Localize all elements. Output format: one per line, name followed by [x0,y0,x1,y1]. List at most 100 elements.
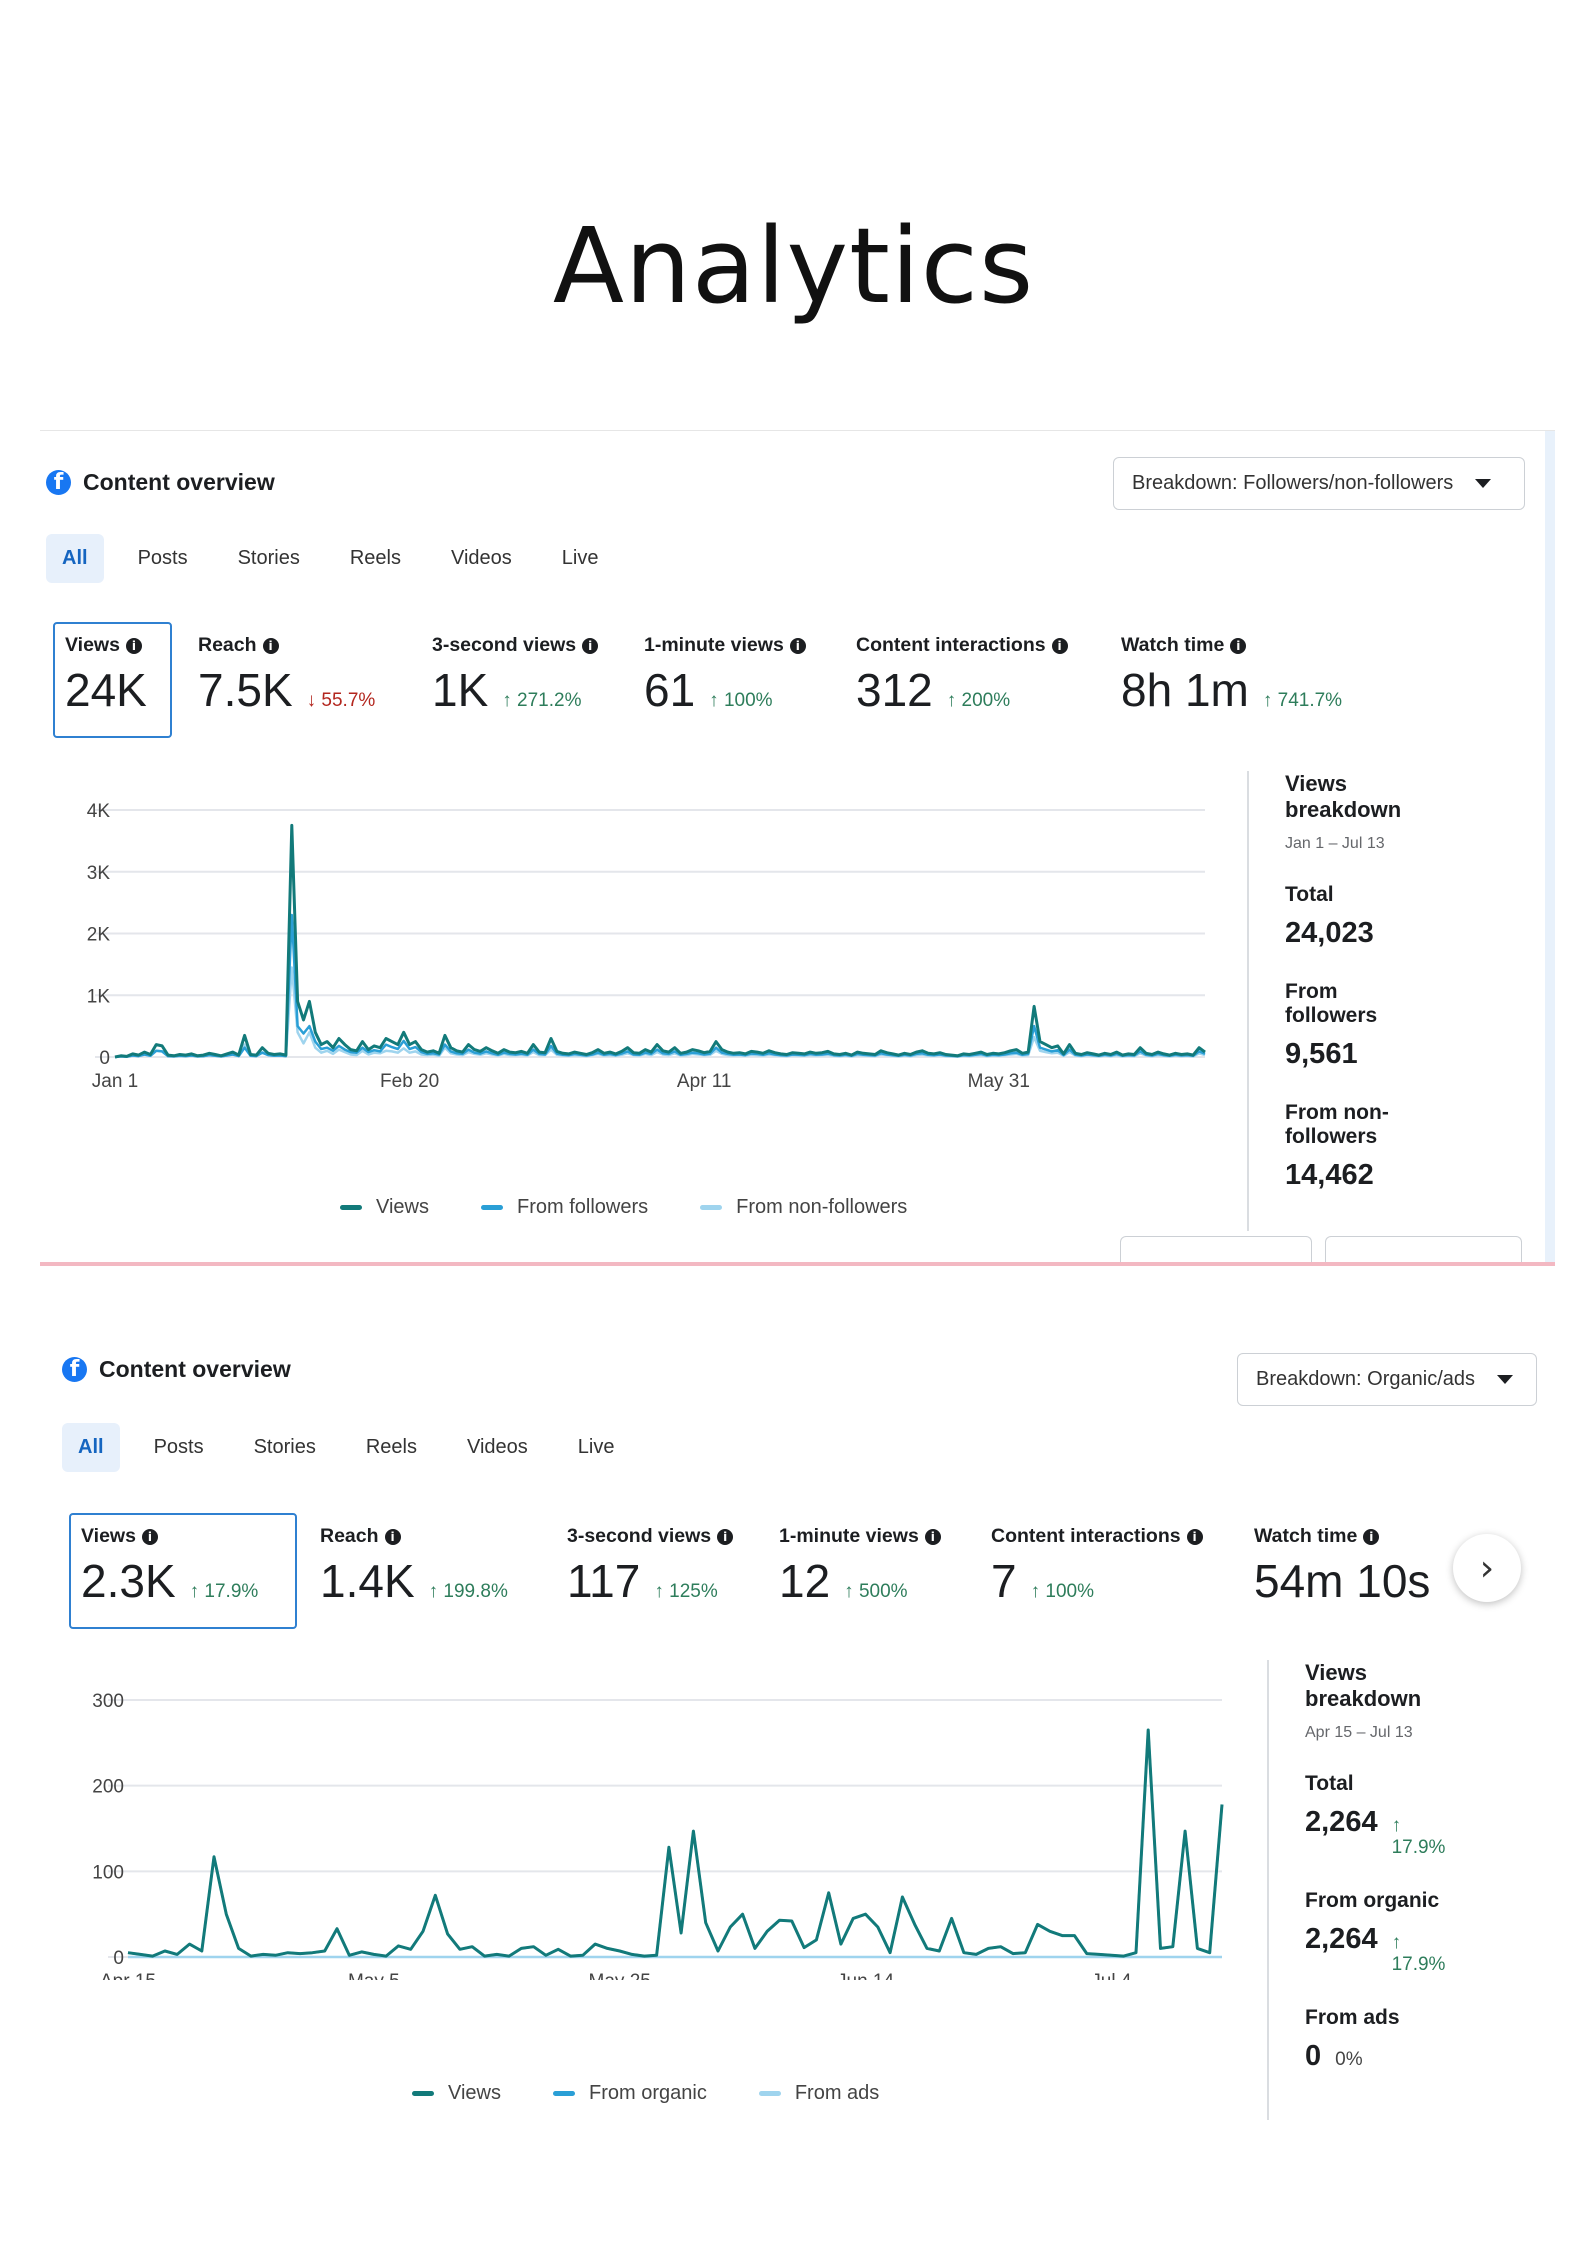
legend-item-views[interactable]: Views [412,2082,501,2105]
breakdown-dropdown[interactable]: Breakdown: Followers/non-followers [1113,457,1525,510]
tab-live[interactable]: Live [577,1436,615,1458]
metric-value: 61 [644,664,696,716]
legend-item-followers[interactable]: From followers [481,1196,648,1219]
series-line-views[interactable] [114,823,1206,1059]
info-icon[interactable]: i [789,637,806,654]
info-icon[interactable]: i [1186,1528,1203,1545]
metric-views[interactable]: Views i 24K [53,622,172,738]
metric-label: Reach [320,1525,379,1547]
tab-reels[interactable]: Reels [349,547,401,569]
breakdown-value: 2,264 [1305,1923,1378,1955]
breakdown-value: 2,264 [1305,1806,1378,1838]
metric-value: 7 [991,1555,1017,1607]
metric-3-second-views[interactable]: 3-second views i 1K ↑ 271.2% [432,634,599,717]
legend-label: Views [376,1196,429,1218]
tab-stories[interactable]: Stories [237,547,300,569]
tab-videos[interactable]: Videos [466,1436,528,1458]
metric-1-minute-views[interactable]: 1-minute views i 61 ↑ 100% [644,634,806,717]
series-line-from-organic[interactable] [127,1728,1224,1958]
tab-posts[interactable]: Posts [137,547,188,569]
breakdown-value: 24,023 [1285,917,1374,949]
metric-change: ↓ 55.7% [306,690,376,711]
tab-posts[interactable]: Posts [153,1436,204,1458]
metric-value: 2.3K [81,1555,176,1607]
y-tick-label: 4K [87,801,111,822]
breakdown-key: From followers [1285,980,1378,1027]
boost-content-button-clipped[interactable] [1120,1236,1312,1266]
metric-content-interactions[interactable]: Content interactions i 312 ↑ 200% [856,634,1068,717]
series-line-from-followers[interactable] [114,913,1206,1059]
info-icon[interactable]: i [924,1528,941,1545]
legend-swatch [481,1205,503,1210]
breakdown-key: Total [1305,1772,1354,1795]
views-line-chart[interactable]: 0 1K 2K 3K 4K Jan 1 Feb 20 Apr 11 May 31 [40,781,1220,1091]
metric-value: 1K [432,664,489,716]
x-tick-label: Jun 14 [837,1971,894,1980]
metric-label: Views [81,1525,136,1547]
metric-watch-time[interactable]: Watch time i 8h 1m ↑ 741.7% [1121,634,1342,717]
legend-item-organic[interactable]: From organic [553,2082,707,2105]
content-overview-panel-organic: f Content overview Breakdown: Organic/ad… [40,1320,1555,2150]
legend-swatch [700,1205,723,1210]
views-line-chart[interactable]: 0 100 200 300 Apr 15 May 5 May 25 Jun 14 Jul 4 [40,1670,1240,1980]
metric-reach[interactable]: Reach i 7.5K ↓ 55.7% [198,634,375,717]
legend-swatch [553,2091,575,2096]
legend-swatch [758,2091,781,2096]
metric-label: Watch time [1254,1525,1358,1547]
next-metrics-button[interactable]: › [1453,1534,1521,1602]
metric-1-minute-views[interactable]: 1-minute views i 12 ↑ 500% [779,1525,941,1608]
tab-stories[interactable]: Stories [253,1436,316,1458]
tab-all[interactable]: All [46,534,104,583]
legend-label: Views [448,2082,501,2104]
metric-3-second-views[interactable]: 3-second views i 117 ↑ 125% [567,1525,734,1608]
page-title: Analytics [552,205,1035,327]
metric-watch-time[interactable]: Watch time i 54m 10s [1254,1525,1430,1608]
x-tick-label: Feb 20 [380,1071,439,1091]
info-icon[interactable]: i [384,1528,401,1545]
content-type-tabs: All Posts Stories Reels Videos Live [46,534,632,583]
metric-label: 3-second views [432,634,577,656]
tab-all[interactable]: All [62,1423,120,1472]
tab-live[interactable]: Live [561,547,599,569]
x-tick-label: May 25 [589,1971,651,1980]
metric-value: 117 [567,1555,641,1607]
series-line-views[interactable] [127,1728,1224,1958]
info-icon[interactable]: i [262,637,279,654]
info-icon[interactable]: i [1230,637,1247,654]
panel-header: f Content overview [62,1356,291,1383]
info-icon[interactable]: i [125,637,142,654]
chevron-down-icon [1475,479,1492,488]
x-tick-label: Jan 1 [92,1071,138,1091]
metric-content-interactions[interactable]: Content interactions i 7 ↑ 100% [991,1525,1203,1608]
tab-reels[interactable]: Reels [365,1436,417,1458]
legend-label: From ads [794,2082,880,2104]
legend-item-ads[interactable]: From ads [758,2082,880,2105]
metric-change: ↑ 100% [1030,1581,1094,1602]
see-all-content-button-clipped[interactable] [1325,1236,1522,1266]
breakdown-dropdown[interactable]: Breakdown: Organic/ads [1237,1353,1537,1406]
info-icon[interactable]: i [141,1528,158,1545]
tab-videos[interactable]: Videos [450,547,512,569]
metric-change: ↑ 125% [654,1581,718,1602]
metric-label: Views [65,634,120,656]
breakdown-value: 9,561 [1285,1038,1358,1070]
metric-label: 1-minute views [779,1525,919,1547]
info-icon[interactable]: i [582,637,599,654]
metric-reach[interactable]: Reach i 1.4K ↑ 199.8% [320,1525,508,1608]
legend-item-views[interactable]: Views [340,1196,429,1219]
info-icon[interactable]: i [717,1528,734,1545]
info-icon[interactable]: i [1363,1528,1380,1545]
breakdown-title: Views breakdown [1285,771,1402,822]
y-tick-label: 0 [99,1048,110,1069]
legend-label: From organic [589,2082,707,2104]
metric-views[interactable]: Views i 2.3K ↑ 17.9% [69,1513,297,1629]
chevron-right-icon: › [1479,1547,1495,1589]
metric-value: 24K [65,664,147,716]
legend-item-non-followers[interactable]: From non-followers [700,1196,907,1219]
y-tick-label: 200 [92,1777,124,1798]
metric-label: Content interactions [991,1525,1181,1547]
y-tick-label: 100 [92,1862,124,1883]
breakdown-label: Breakdown: Organic/ads [1256,1368,1476,1390]
panel-title: Content overview [83,469,275,495]
info-icon[interactable]: i [1051,637,1068,654]
